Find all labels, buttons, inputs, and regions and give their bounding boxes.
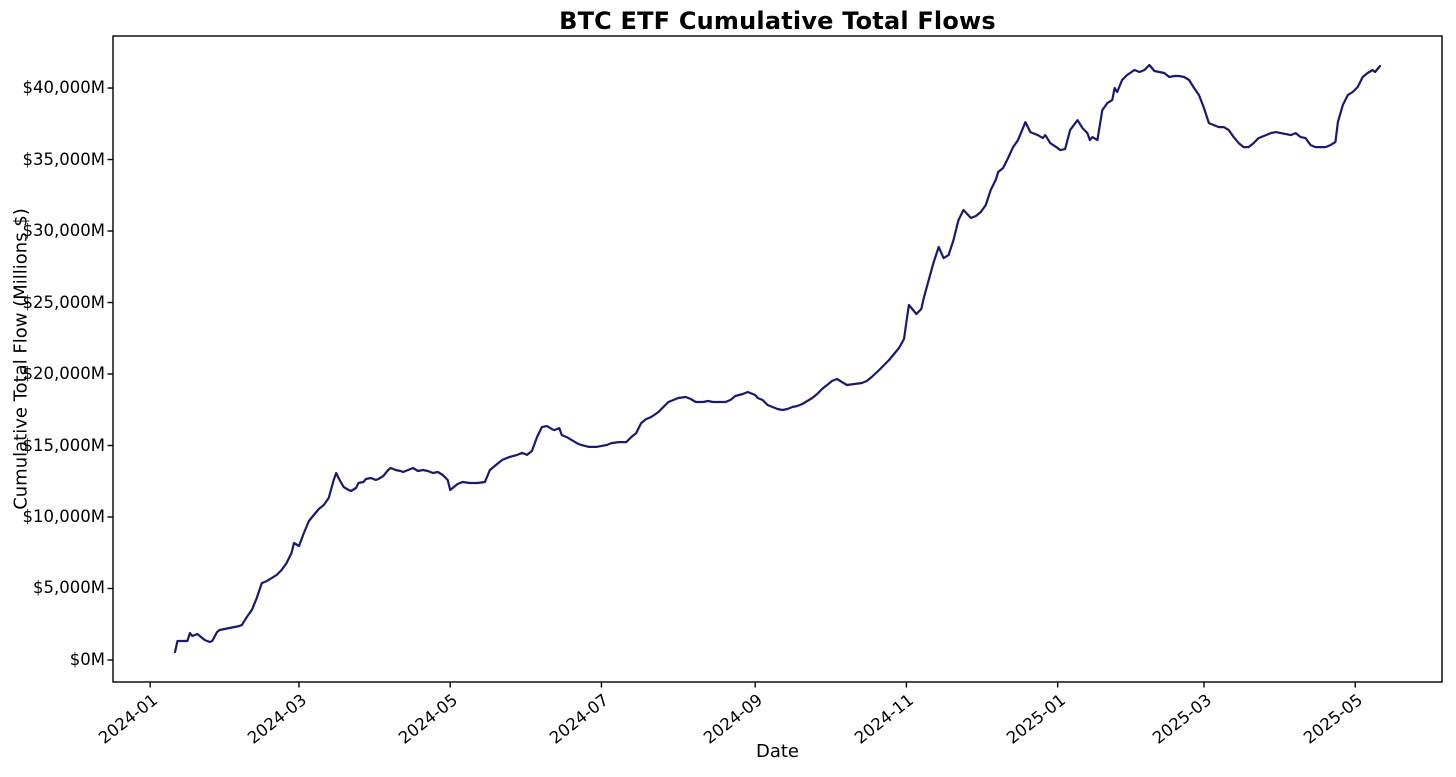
y-tick-label: $20,000M xyxy=(22,364,105,383)
tick-marks xyxy=(107,87,1356,688)
y-axis-label: Cumulative Total Flow (Millions $) xyxy=(10,208,32,510)
flow-line xyxy=(173,63,1382,654)
x-axis-label: Date xyxy=(755,741,800,762)
y-tick-label: $0M xyxy=(69,649,105,669)
y-tick-label: $15,000M xyxy=(22,435,105,455)
y-tick-label: $5,000M xyxy=(33,578,105,598)
y-tick-label: $40,000M xyxy=(22,78,105,98)
plot-frame xyxy=(112,35,1443,683)
chart-title: BTC ETF Cumulative Total Flows xyxy=(559,7,996,35)
y-tick-label: $30,000M xyxy=(22,221,105,241)
y-tick-label: $25,000M xyxy=(22,292,105,312)
y-tick-label: $35,000M xyxy=(22,149,105,169)
y-tick-label: $10,000M xyxy=(22,506,105,526)
